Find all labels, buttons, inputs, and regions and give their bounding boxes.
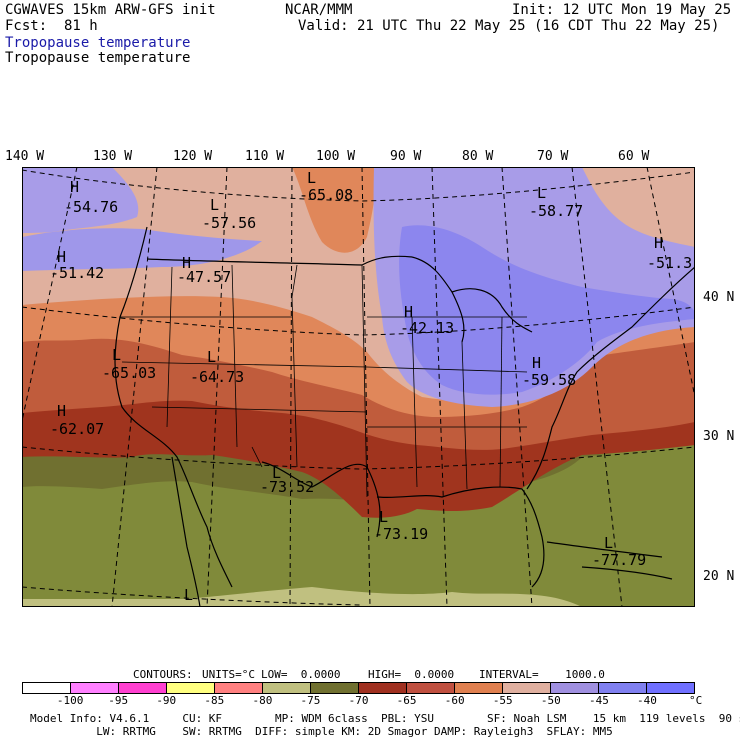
annotation-value: -59.58: [522, 371, 577, 389]
lon-label-130w: 130 W: [93, 149, 133, 164]
annotation-kind: L: [604, 534, 614, 552]
colorbar-tick-label: -50: [540, 694, 561, 707]
annotation-kind: L: [112, 346, 122, 364]
annotation-kind: L: [379, 508, 389, 526]
field-title-secondary: Tropopause temperature: [5, 50, 191, 66]
annotation-kind: H: [70, 178, 80, 196]
annotation-kind: L: [184, 586, 194, 604]
annotation-value: -58.77: [529, 202, 584, 220]
lon-label-80w: 80 W: [462, 149, 494, 164]
annotation-kind: L: [210, 196, 220, 214]
annotation-kind: L: [272, 464, 282, 482]
annotation-value: -57.56: [202, 214, 257, 232]
colorbar-tick-label: -95: [108, 694, 129, 707]
coastlines: [114, 226, 695, 607]
field-title-primary: Tropopause temperature: [5, 35, 191, 51]
forecast-hours: 81 h: [64, 18, 98, 34]
model-title: CGWAVES 15km ARW-GFS init: [5, 2, 216, 18]
annotation-kind: L: [207, 348, 217, 366]
colorbar: [22, 682, 695, 694]
annotation-value: -65.08: [299, 186, 354, 204]
colorbar-swatch: [214, 683, 262, 693]
annotation-kind: H: [182, 254, 192, 272]
annotation-kind: L: [307, 169, 317, 187]
lon-label-70w: 70 W: [537, 149, 569, 164]
contours-label: CONTOURS:: [133, 668, 193, 681]
lat-label-20n: 20 N: [703, 569, 735, 584]
colorbar-swatch: [358, 683, 406, 693]
annotation-value: -51.3: [647, 254, 693, 272]
lat-label-30n: 30 N: [703, 429, 735, 444]
lon-label-110w: 110 W: [245, 149, 285, 164]
colorbar-tick-label: -85: [204, 694, 225, 707]
annotation-value: -77.79: [592, 551, 647, 569]
annotation-value: -54.76: [64, 198, 119, 216]
colorbar-tick-label: -70: [348, 694, 369, 707]
footer-model-info: Model Info: V4.6.1 CU: KF MP: WDM 6class…: [30, 712, 740, 725]
colorbar-swatch: [23, 683, 70, 693]
lon-label-60w: 60 W: [618, 149, 650, 164]
annotation-kind: L: [537, 184, 547, 202]
contours-interval: INTERVAL= 1000.0: [479, 668, 605, 681]
colorbar-swatch: [166, 683, 214, 693]
colorbar-tick-label: -90: [156, 694, 177, 707]
footer-physics-info: LW: RRTMG SW: RRTMG DIFF: simple KM: 2D …: [30, 725, 613, 738]
annotation-value: -62.07: [50, 420, 105, 438]
colorbar-tick-label: -60: [444, 694, 465, 707]
colorbar-tick-label: -100: [56, 694, 84, 707]
annotation-value: -73.19: [374, 525, 429, 543]
annotation-kind: H: [654, 234, 664, 252]
annotation-kind: H: [57, 402, 67, 420]
lon-label-120w: 120 W: [173, 149, 213, 164]
annotation-value: -73.52: [260, 478, 315, 496]
map-frame: [22, 167, 695, 607]
colorbar-swatch: [118, 683, 166, 693]
colorbar-tick-label: -80: [252, 694, 273, 707]
colorbar-tick-label: -40: [637, 694, 657, 707]
fill-band-40-45-core: [399, 225, 695, 395]
annotation-kind: H: [404, 303, 414, 321]
colorbar-swatch: [310, 683, 358, 693]
colorbar-tick-label: -75: [300, 694, 321, 707]
lon-label-90w: 90 W: [390, 149, 422, 164]
colorbar-tick-label: -45: [588, 694, 609, 707]
annotation-value: -47.57: [177, 268, 232, 286]
fill-band-60-65-cutoff: [292, 167, 376, 253]
lat-label-40n: 40 N: [703, 290, 735, 305]
colorbar-ticks: -100 -95 -90 -85 -80 -75 -70 -65 -60 -55 -50 -45 -40…: [22, 694, 722, 708]
forecast-label: Fcst:: [5, 18, 48, 34]
colorbar-unit: °C: [689, 694, 703, 707]
contours-high: HIGH= 0.0000: [368, 668, 455, 681]
contours-units: UNITS=°C: [202, 668, 255, 681]
colorbar-swatch: [598, 683, 646, 693]
colorbar-swatch: [406, 683, 454, 693]
lon-label-140w: 140 W: [5, 149, 45, 164]
org-label: NCAR/MMM: [285, 2, 353, 18]
fill-band-50-55-nw: [22, 167, 139, 233]
valid-time: Valid: 21 UTC Thu 22 May 25 (16 CDT Thu …: [298, 18, 720, 34]
colorbar-swatch: [262, 683, 310, 693]
colorbar-swatch: [550, 683, 598, 693]
map-panel: H -54.76 L -57.56 L -65.08 L -58.77 H -5…: [22, 167, 695, 607]
state-borders: [120, 264, 528, 498]
annotation-value: -64.73: [190, 368, 245, 386]
annotation-value: -65.03: [102, 364, 157, 382]
annotation-value: -42.13: [400, 319, 455, 337]
colorbar-swatch: [70, 683, 118, 693]
annotation-value: -51.42: [50, 264, 105, 282]
annotation-kind: H: [57, 248, 67, 266]
colorbar-tick-label: -65: [396, 694, 417, 707]
colorbar-swatch: [502, 683, 550, 693]
tropopause-temperature-map: [22, 167, 695, 607]
lon-label-100w: 100 W: [316, 149, 356, 164]
contours-low: LOW= 0.0000: [261, 668, 341, 681]
colorbar-tick-label: -55: [492, 694, 513, 707]
colorbar-swatch: [646, 683, 694, 693]
colorbar-swatch: [454, 683, 502, 693]
annotation-kind: H: [532, 354, 542, 372]
init-time: Init: 12 UTC Mon 19 May 25: [512, 2, 732, 18]
